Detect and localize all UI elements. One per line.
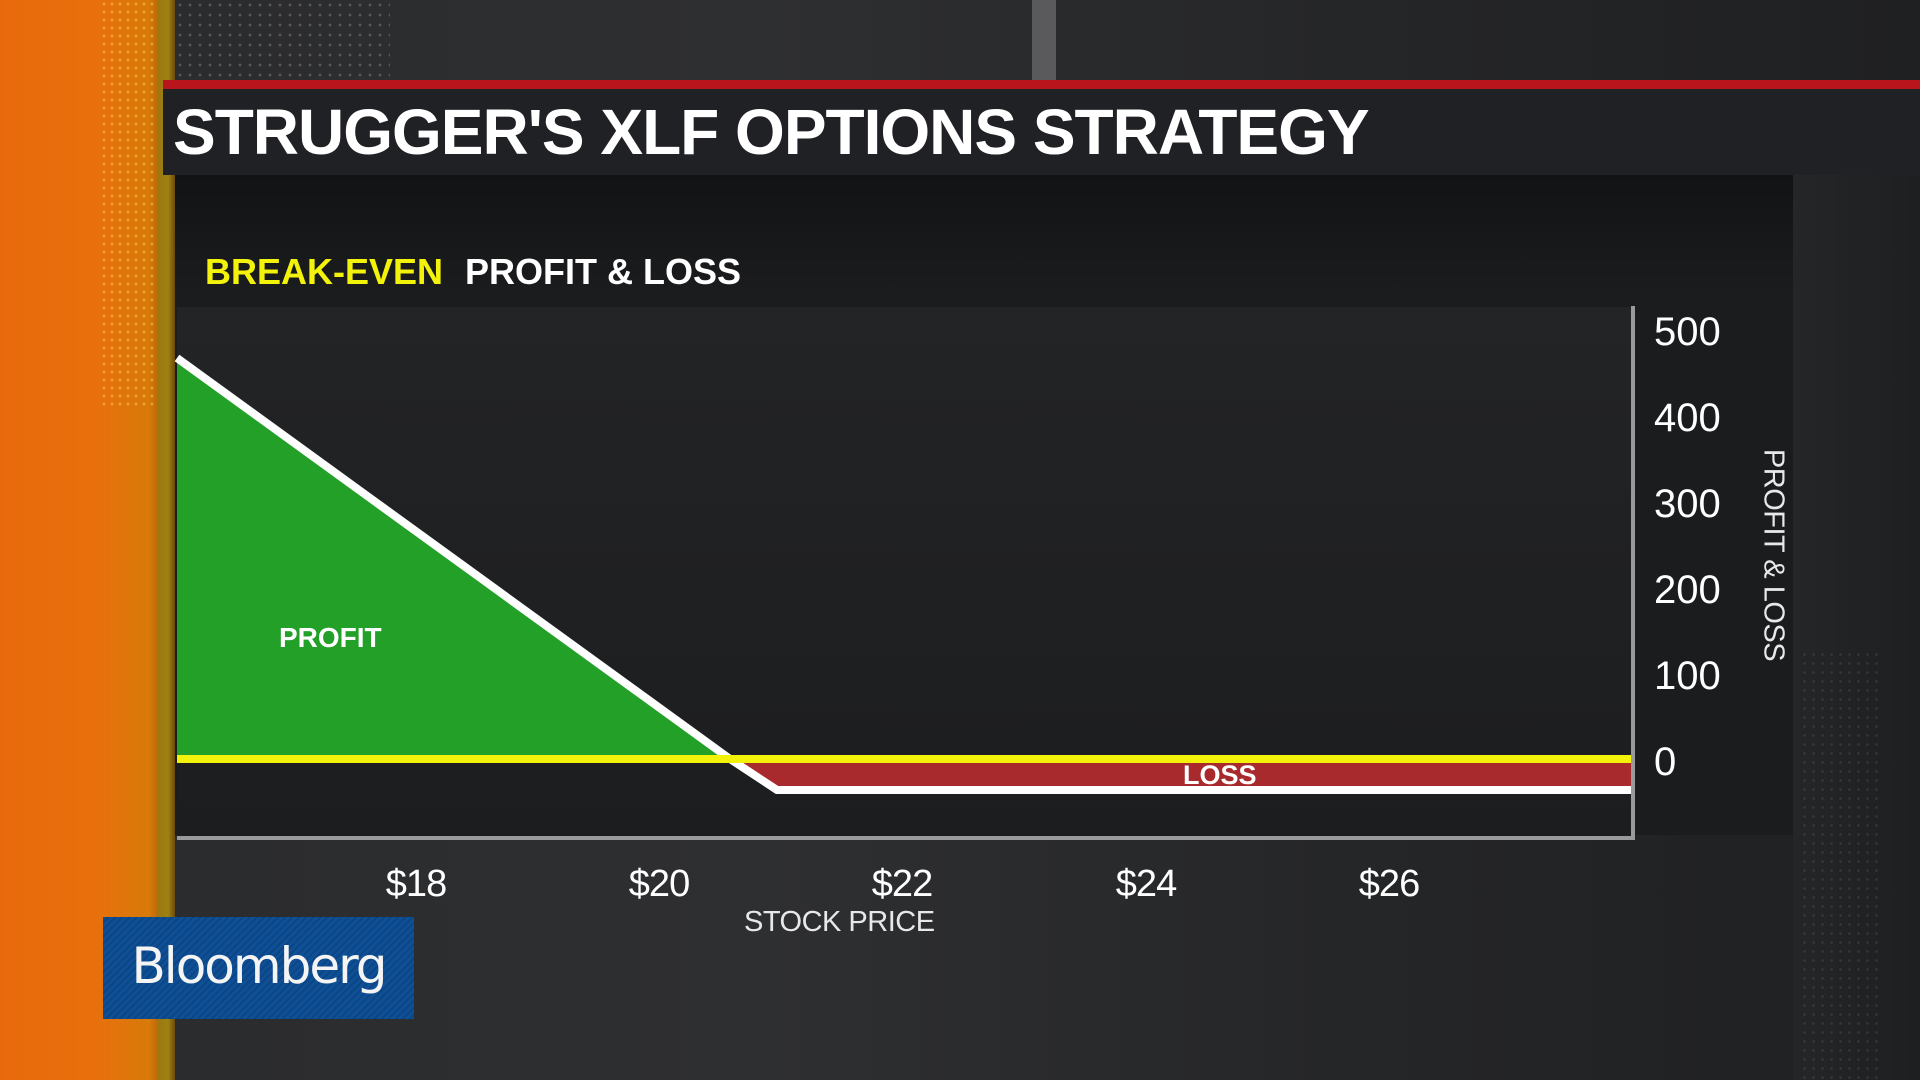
- x-tick-24: $24: [1115, 863, 1177, 905]
- background-dot-pattern: [175, 0, 390, 80]
- title-bar: STRUGGER'S XLF OPTIONS STRATEGY: [163, 89, 1920, 175]
- y-tick-200: 200: [1654, 568, 1721, 612]
- y-tick-0: 0: [1654, 740, 1677, 784]
- right-dot-pattern: [1800, 650, 1880, 1080]
- y-tick-400: 400: [1654, 396, 1721, 440]
- y-tick-100: 100: [1654, 654, 1721, 698]
- x-axis-label: STOCK PRICE: [744, 906, 935, 938]
- orange-dot-pattern: [100, 0, 158, 410]
- x-tick-20: $20: [628, 863, 690, 905]
- bloomberg-logo: Bloomberg: [103, 917, 414, 1019]
- profit-label: PROFIT: [279, 622, 382, 653]
- title-rule: [163, 80, 1920, 89]
- x-tick-22: $22: [871, 863, 933, 905]
- legend-break-even: BREAK-EVEN: [205, 251, 444, 292]
- legend: BREAK-EVEN PROFIT & LOSS: [205, 250, 741, 294]
- y-axis-label: PROFIT & LOSS: [1757, 448, 1790, 662]
- right-background: [1793, 175, 1920, 1080]
- logo-text: Bloomberg: [131, 937, 388, 995]
- background-stripe: [1032, 0, 1056, 80]
- x-tick-18: $18: [385, 863, 447, 905]
- legend-profit-loss: PROFIT & LOSS: [465, 251, 742, 292]
- x-tick-26: $26: [1358, 863, 1420, 905]
- y-tick-500: 500: [1654, 310, 1721, 354]
- payoff-line: [174, 354, 1633, 794]
- gold-strip: [158, 0, 175, 1080]
- y-tick-300: 300: [1654, 482, 1721, 526]
- chart-title: STRUGGER'S XLF OPTIONS STRATEGY: [173, 96, 1370, 168]
- loss-label: LOSS: [1183, 760, 1257, 790]
- loss-area: [730, 759, 1633, 790]
